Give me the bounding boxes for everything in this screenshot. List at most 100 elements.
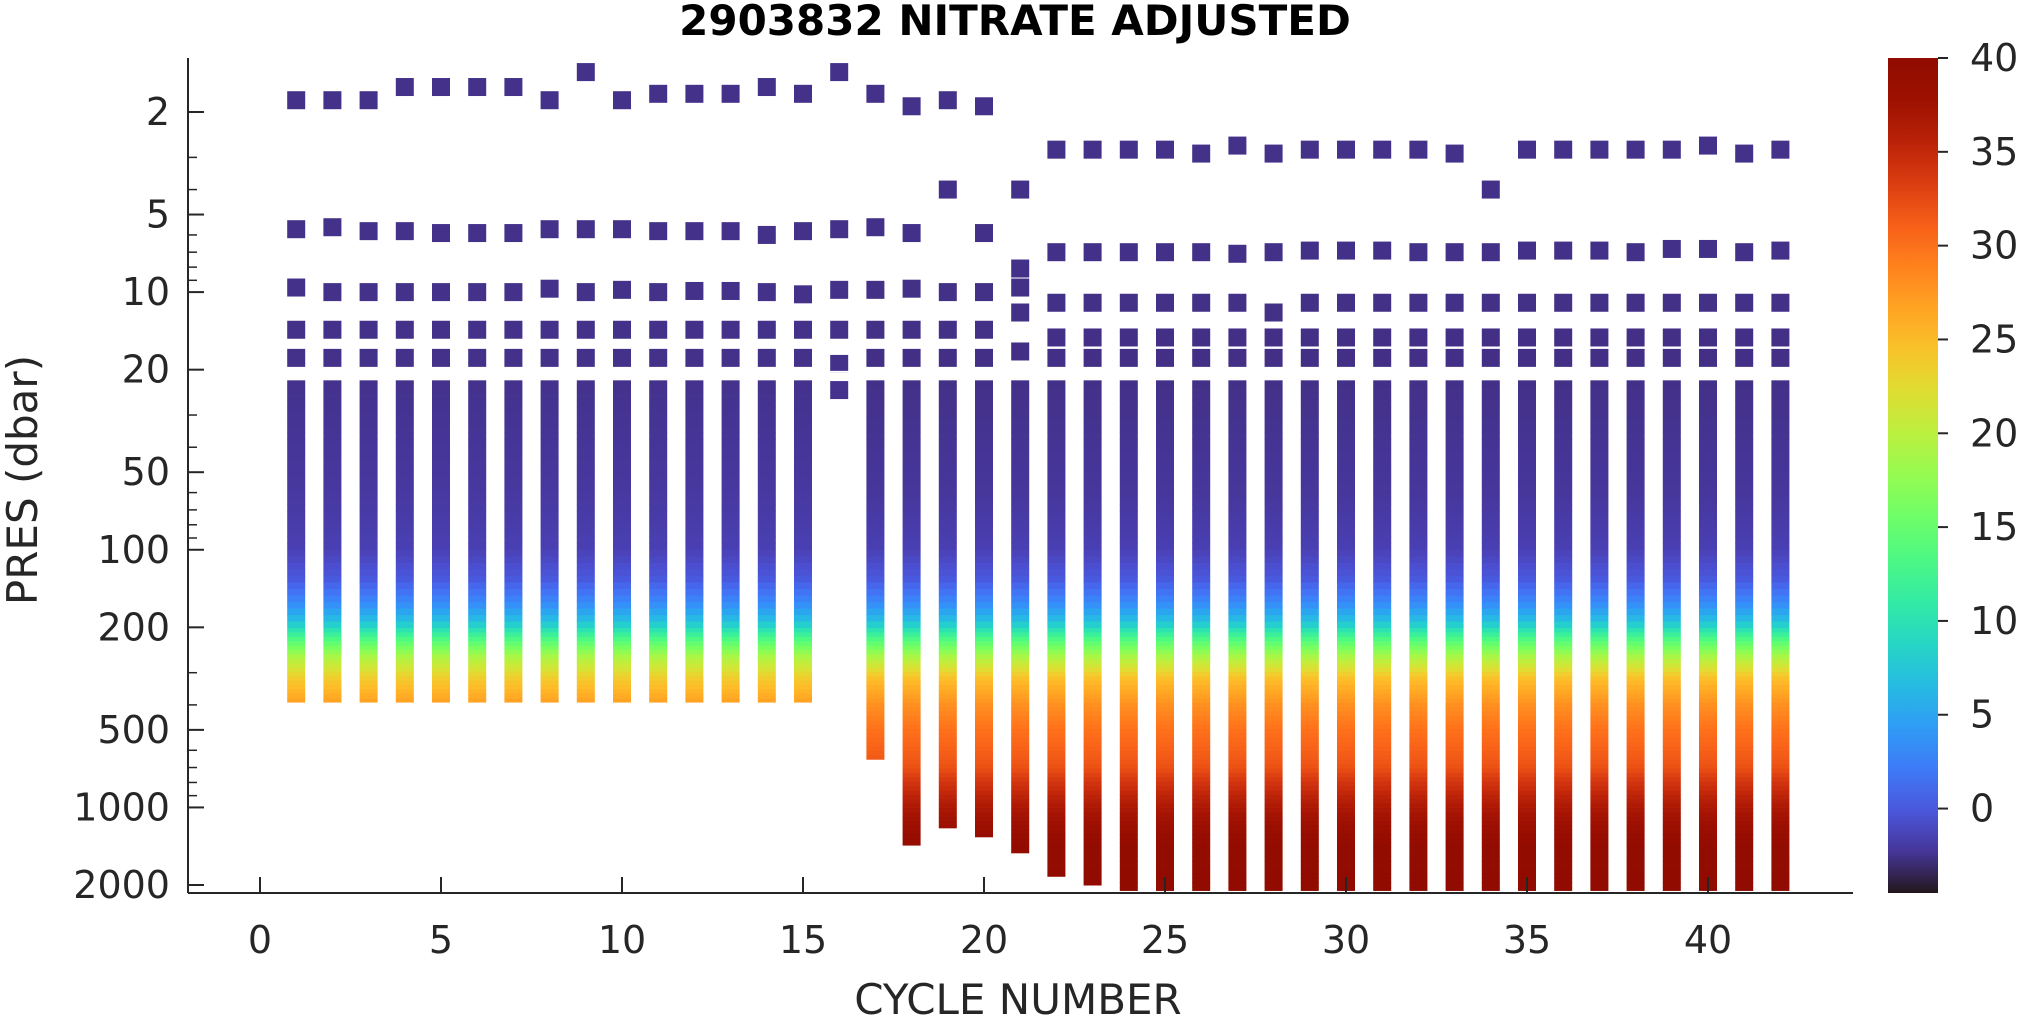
sample-bin xyxy=(1662,860,1681,866)
sample-bin xyxy=(504,484,523,492)
sample-bin xyxy=(1228,729,1247,734)
sample-bin xyxy=(757,698,776,703)
sample-bin xyxy=(1083,556,1102,564)
sample-bin xyxy=(938,768,957,774)
sample-bin xyxy=(1626,650,1645,655)
sample-bin xyxy=(1337,615,1355,623)
sample-bin xyxy=(938,724,957,730)
sample-bin xyxy=(1156,742,1174,748)
sample-bin xyxy=(613,671,631,677)
sample-bin xyxy=(1047,742,1066,748)
sample-bin xyxy=(1771,838,1790,844)
sample-bin xyxy=(1481,641,1500,647)
sample-bin xyxy=(1626,878,1645,884)
sample-bin xyxy=(1445,445,1464,453)
sample-bin xyxy=(395,419,414,427)
sample-bin xyxy=(1228,484,1247,492)
sample-bin xyxy=(1156,425,1174,433)
sample-bin xyxy=(902,588,921,597)
sample-bin xyxy=(1373,799,1392,805)
sample-bin xyxy=(1771,602,1790,610)
sample-bin xyxy=(1047,803,1066,809)
sample-bin xyxy=(1771,386,1790,394)
sample-bin xyxy=(1047,419,1066,427)
sample-marker xyxy=(540,220,559,239)
sample-bin xyxy=(1662,746,1681,752)
sample-bin xyxy=(1047,549,1066,557)
sample-bin xyxy=(1047,380,1066,388)
sample-bin xyxy=(975,582,993,590)
sample-bin xyxy=(468,693,487,699)
sample-bin xyxy=(975,733,993,739)
sample-bin xyxy=(1518,663,1536,669)
profile-cycle-1 xyxy=(287,91,306,703)
sample-bin xyxy=(938,751,957,756)
sample-bin xyxy=(1228,689,1247,695)
sample-bin xyxy=(395,621,414,629)
sample-bin xyxy=(1662,412,1681,420)
sample-bin xyxy=(1119,523,1138,531)
sample-bin xyxy=(395,478,414,486)
sample-bin xyxy=(504,399,523,407)
data-layer xyxy=(270,63,1800,891)
sample-bin xyxy=(902,834,921,840)
sample-bin xyxy=(1337,733,1355,739)
sample-bin xyxy=(1156,380,1174,388)
sample-bin xyxy=(938,562,957,570)
sample-bin xyxy=(1590,504,1609,512)
sample-bin xyxy=(1699,615,1717,623)
sample-bin xyxy=(1300,825,1319,831)
sample-bin xyxy=(1156,491,1174,499)
sample-bin xyxy=(1735,517,1754,525)
sample-bin xyxy=(902,764,921,770)
sample-bin xyxy=(1228,860,1247,866)
sample-bin xyxy=(1409,432,1428,440)
sample-bin xyxy=(938,445,957,453)
sample-bin xyxy=(866,530,885,538)
sample-bin xyxy=(1481,419,1500,427)
sample-bin xyxy=(1083,711,1102,717)
sample-bin xyxy=(1119,575,1138,583)
sample-bin xyxy=(613,693,631,699)
sample-bin xyxy=(1373,641,1392,647)
sample-bin xyxy=(1337,491,1355,499)
sample-bin xyxy=(1047,869,1066,875)
sample-bin xyxy=(1445,830,1464,835)
sample-bin xyxy=(1735,737,1754,743)
sample-bin xyxy=(504,432,523,440)
sample-bin xyxy=(1047,471,1066,479)
sample-bin xyxy=(902,777,921,783)
sample-bin xyxy=(1771,737,1790,743)
sample-bin xyxy=(1481,843,1500,849)
sample-bin xyxy=(1264,595,1283,603)
sample-bin xyxy=(1083,676,1102,682)
sample-bin xyxy=(1228,851,1247,857)
sample-bin xyxy=(1662,484,1681,492)
sample-bin xyxy=(1735,777,1754,783)
sample-bin xyxy=(540,636,559,642)
sample-bin xyxy=(1626,497,1645,505)
sample-bin xyxy=(1011,737,1030,743)
sample-bin xyxy=(757,478,776,486)
sample-bin xyxy=(1119,399,1138,407)
sample-bin xyxy=(1228,707,1247,712)
sample-bin xyxy=(323,399,342,407)
sample-bin xyxy=(1119,715,1138,721)
sample-bin xyxy=(1373,777,1392,783)
sample-bin xyxy=(468,663,487,669)
sample-bin xyxy=(1481,615,1500,623)
sample-marker xyxy=(1554,293,1573,312)
sample-bin xyxy=(1481,471,1500,479)
sample-bin xyxy=(1699,530,1717,538)
sample-bin xyxy=(757,425,776,433)
sample-bin xyxy=(1119,445,1138,453)
sample-bin xyxy=(468,399,487,407)
sample-bin xyxy=(649,465,668,473)
sample-bin xyxy=(1626,588,1645,597)
sample-bin xyxy=(1554,772,1573,778)
sample-bin xyxy=(468,497,487,505)
sample-bin xyxy=(975,471,993,479)
sample-bin xyxy=(1083,860,1102,866)
sample-bin xyxy=(468,698,487,703)
sample-bin xyxy=(1699,510,1717,518)
